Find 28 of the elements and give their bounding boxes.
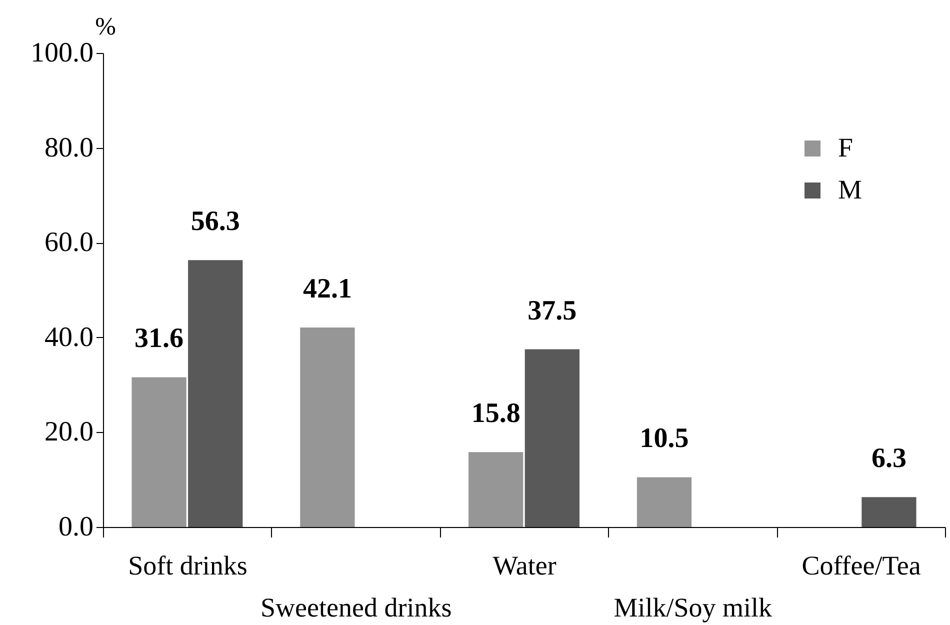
y-tick-label: 60.0 xyxy=(44,227,94,258)
x-tick-label: Water xyxy=(492,550,556,580)
bar xyxy=(524,349,580,527)
data-label: 10.5 xyxy=(640,423,689,454)
data-label: 6.3 xyxy=(871,443,906,474)
bar xyxy=(862,497,916,527)
y-tick-label: 0.0 xyxy=(58,512,94,542)
y-tick-label: 100.0 xyxy=(30,38,94,68)
bar xyxy=(188,260,243,527)
x-tick-label: Sweetened drinks xyxy=(260,592,452,622)
legend-label: M xyxy=(838,174,862,204)
bar xyxy=(132,377,186,527)
data-label: 42.1 xyxy=(302,273,352,304)
x-tick-label: Soft drinks xyxy=(128,550,248,580)
bar xyxy=(300,327,355,527)
data-label: 31.6 xyxy=(134,323,184,354)
bar xyxy=(468,452,524,527)
x-tick-label: Milk/Soy milk xyxy=(614,592,773,622)
y-tick-label: 40.0 xyxy=(44,322,94,353)
data-label: 15.8 xyxy=(471,398,520,430)
y-axis-title: % xyxy=(95,14,116,40)
y-tick-label: 80.0 xyxy=(44,132,94,164)
data-label: 56.3 xyxy=(190,206,240,238)
bar xyxy=(636,477,692,527)
legend-label: F xyxy=(838,132,854,162)
y-tick-label: 20.0 xyxy=(44,416,94,448)
x-tick-label: Coffee/Tea xyxy=(802,550,921,580)
data-label: 37.5 xyxy=(528,295,577,326)
